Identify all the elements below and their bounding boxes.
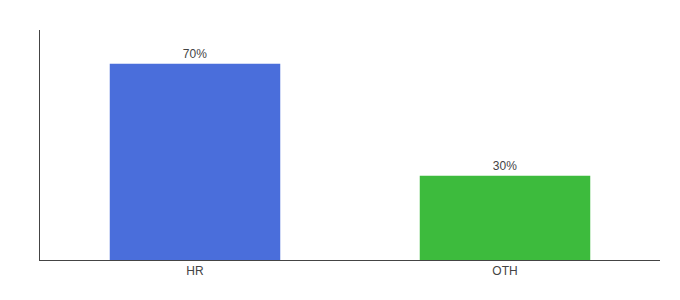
svg-text:HR: HR [186,264,204,278]
svg-text:30%: 30% [493,159,517,173]
svg-text:70%: 70% [183,47,207,61]
svg-text:OTH: OTH [492,264,517,278]
